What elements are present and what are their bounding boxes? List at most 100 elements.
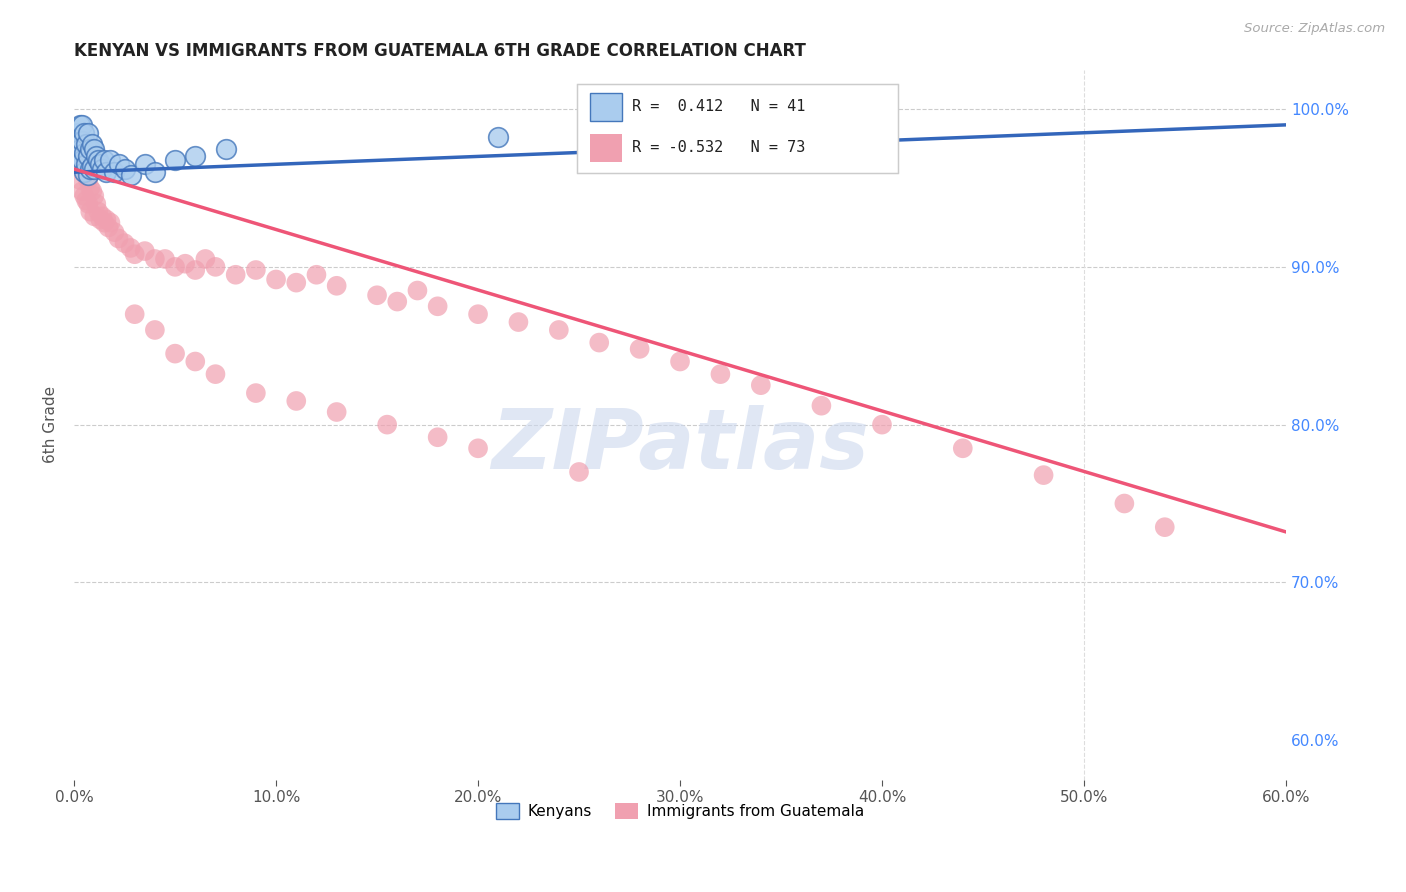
Point — [69, 157, 91, 171]
Point — [120, 241, 142, 255]
Point — [467, 307, 489, 321]
Point — [245, 263, 267, 277]
Point — [83, 189, 105, 203]
Point — [305, 268, 328, 282]
Point — [588, 335, 610, 350]
Point — [325, 278, 347, 293]
Point — [65, 142, 87, 156]
Point — [82, 184, 104, 198]
Point — [69, 157, 91, 171]
Point — [143, 252, 166, 266]
Point — [245, 386, 267, 401]
Point — [153, 252, 176, 266]
Point — [184, 263, 207, 277]
Point — [83, 142, 105, 156]
Point — [204, 260, 226, 274]
Point — [143, 323, 166, 337]
Point — [609, 118, 631, 132]
Point — [70, 153, 93, 167]
Point — [114, 162, 136, 177]
Point — [143, 165, 166, 179]
Point — [107, 231, 129, 245]
Point — [97, 220, 120, 235]
Point — [709, 367, 731, 381]
Point — [87, 153, 110, 167]
Point — [70, 134, 93, 148]
Point — [96, 165, 118, 179]
Point — [467, 442, 489, 456]
Point — [69, 118, 91, 132]
Point — [67, 149, 90, 163]
Point — [107, 157, 129, 171]
Point — [79, 204, 101, 219]
Point — [568, 465, 591, 479]
Point — [87, 204, 110, 219]
Point — [75, 169, 97, 183]
Point — [114, 236, 136, 251]
Point — [93, 153, 115, 167]
Point — [91, 210, 114, 224]
Point — [75, 136, 97, 151]
Point — [77, 173, 100, 187]
Point — [79, 142, 101, 156]
Point — [83, 210, 105, 224]
Point — [70, 118, 93, 132]
Point — [96, 212, 118, 227]
Point — [325, 405, 347, 419]
Point — [100, 153, 122, 167]
Point — [194, 252, 217, 266]
Point — [214, 142, 236, 156]
Point — [406, 284, 429, 298]
Point — [165, 260, 187, 274]
Point — [77, 126, 100, 140]
Point — [1032, 468, 1054, 483]
Point — [486, 130, 509, 145]
Point — [387, 294, 409, 309]
Point — [67, 149, 90, 163]
Point — [73, 146, 96, 161]
Point — [84, 149, 107, 163]
Legend: Kenyans, Immigrants from Guatemala: Kenyans, Immigrants from Guatemala — [489, 797, 870, 825]
Point — [204, 367, 226, 381]
Point — [366, 288, 388, 302]
Text: Source: ZipAtlas.com: Source: ZipAtlas.com — [1244, 22, 1385, 36]
Point — [285, 394, 308, 409]
Point — [70, 184, 93, 198]
Point — [952, 442, 974, 456]
Point — [225, 268, 247, 282]
Point — [67, 126, 90, 140]
Point — [184, 354, 207, 368]
Point — [174, 257, 197, 271]
Point — [547, 323, 569, 337]
Point — [89, 157, 111, 171]
Point — [426, 430, 449, 444]
Point — [103, 225, 125, 239]
Point — [69, 173, 91, 187]
Point — [84, 196, 107, 211]
Text: ZIPatlas: ZIPatlas — [491, 406, 869, 486]
Point — [73, 126, 96, 140]
Point — [165, 346, 187, 360]
Point — [184, 149, 207, 163]
Point — [100, 216, 122, 230]
Point — [79, 162, 101, 177]
Point — [264, 272, 287, 286]
Point — [124, 307, 146, 321]
Point — [73, 189, 96, 203]
Point — [134, 244, 156, 258]
Point — [103, 165, 125, 179]
Point — [628, 342, 651, 356]
Point — [375, 417, 398, 432]
Text: KENYAN VS IMMIGRANTS FROM GUATEMALA 6TH GRADE CORRELATION CHART: KENYAN VS IMMIGRANTS FROM GUATEMALA 6TH … — [75, 42, 806, 60]
Point — [69, 142, 91, 156]
Point — [75, 157, 97, 171]
Point — [1153, 520, 1175, 534]
Point — [165, 153, 187, 167]
Point — [810, 399, 832, 413]
Point — [870, 417, 893, 432]
Point — [75, 194, 97, 208]
Point — [120, 169, 142, 183]
Point — [77, 149, 100, 163]
Y-axis label: 6th Grade: 6th Grade — [44, 386, 58, 463]
Point — [93, 216, 115, 230]
